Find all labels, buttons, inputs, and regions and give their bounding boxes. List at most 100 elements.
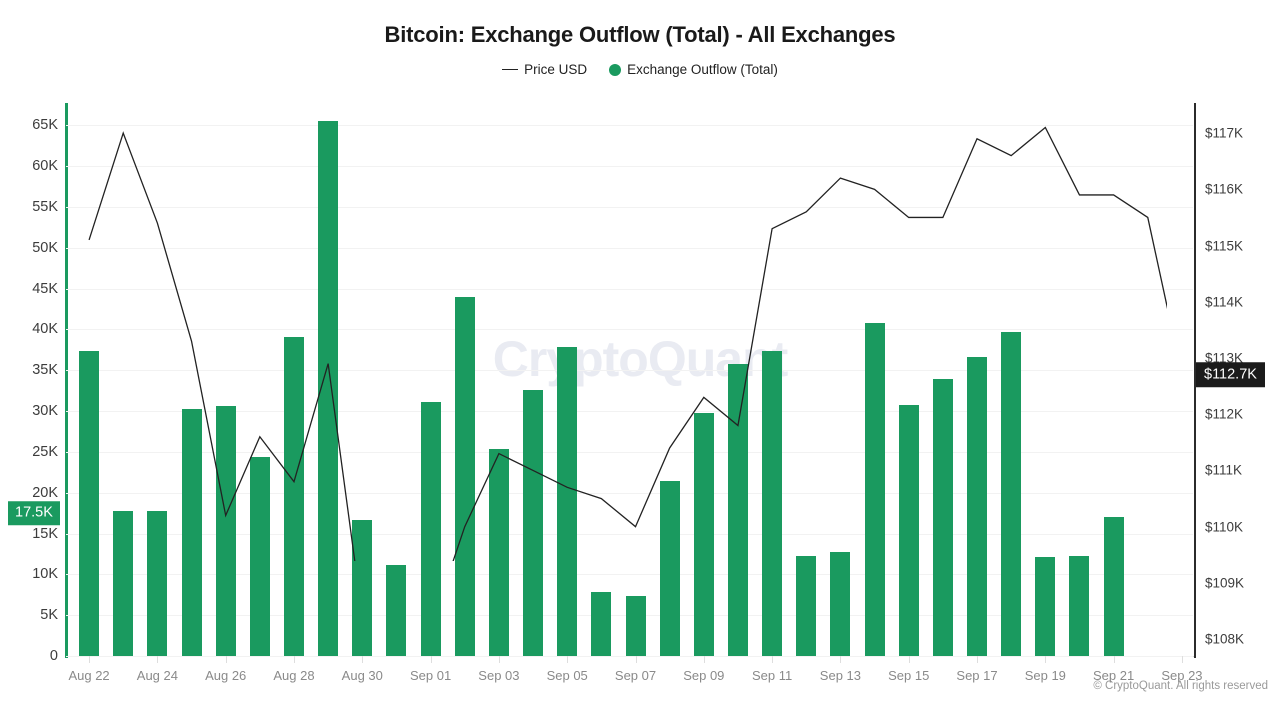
x-axis-tick-label: Sep 03 <box>478 668 520 683</box>
bar[interactable] <box>591 591 612 656</box>
bar[interactable] <box>898 405 919 656</box>
bar[interactable] <box>79 350 100 656</box>
left-axis-ticks: 0 5K 10K 15K 20K 25K 30K 35K 40K 45K 50K 55K 60K 65K <box>0 0 58 720</box>
x-axis-tick-mark <box>772 656 774 663</box>
x-axis-tick-label: Aug 28 <box>273 668 315 683</box>
right-axis-tick-label: $113K <box>1205 350 1244 366</box>
chart-legend: Price USD Exchange Outflow (Total) <box>0 62 1280 77</box>
x-axis-tick-mark <box>635 656 637 663</box>
bar[interactable] <box>830 551 851 656</box>
left-axis-tick-label: 35K <box>32 362 58 379</box>
page-title: Bitcoin: Exchange Outflow (Total) - All … <box>384 22 896 47</box>
bar[interactable] <box>181 409 202 656</box>
bar[interactable] <box>318 121 339 656</box>
left-axis-tick-label: 20K <box>32 484 58 501</box>
x-axis-tick-label: Aug 24 <box>136 668 178 683</box>
bar[interactable] <box>967 357 987 656</box>
right-axis-ticks: $108K $109K $110K $111K $112K $113K $114K $115K… <box>1205 0 1280 720</box>
legend-item-exchange-outflow: Exchange Outflow (Total) <box>609 62 778 77</box>
gridline <box>66 533 1193 535</box>
bar[interactable] <box>625 596 646 656</box>
left-axis-tick-label: 30K <box>32 403 58 420</box>
left-axis-tick-label: 5K <box>40 607 58 624</box>
x-axis-tick-mark <box>293 656 295 663</box>
left-axis-tick-label: 50K <box>32 239 58 256</box>
gridline <box>66 492 1193 494</box>
right-axis-tick-label: $110K <box>1205 519 1244 535</box>
gridline <box>66 247 1193 249</box>
x-axis-tick-label: Aug 26 <box>205 668 247 683</box>
x-axis-tick-label: Sep 01 <box>409 668 452 683</box>
x-axis-tick-label: Aug 30 <box>341 668 383 683</box>
right-axis-tick-label: $116K <box>1205 181 1244 197</box>
gridline <box>66 370 1193 372</box>
right-axis-tick-label: $112K <box>1205 406 1244 422</box>
bar[interactable] <box>762 350 783 656</box>
x-axis-tick-label: Aug 22 <box>68 668 110 683</box>
copyright-notice: © CryptoQuant. All rights reserved <box>1093 680 1268 692</box>
legend-item-price-usd: Price USD <box>502 62 587 77</box>
right-axis-tick-label: $117K <box>1205 125 1244 141</box>
x-axis-tick-mark <box>977 656 978 663</box>
x-axis-tick-label: Sep 13 <box>819 668 862 683</box>
x-axis-tick-mark <box>498 656 500 663</box>
bar[interactable] <box>659 481 680 656</box>
bar[interactable] <box>693 412 714 656</box>
x-axis-tick-label: Sep 05 <box>546 668 588 683</box>
gridline <box>66 574 1193 576</box>
bar[interactable] <box>488 448 509 656</box>
gridline <box>66 451 1193 453</box>
x-axis-tick-mark <box>362 656 364 663</box>
right-axis-tick-label: $108K <box>1205 631 1245 647</box>
left-axis-tick-label: 40K <box>32 321 58 338</box>
x-axis-tick-label: Sep 07 <box>614 668 657 683</box>
x-axis-tick-label: Sep 15 <box>888 668 930 683</box>
line-marker-icon <box>502 69 519 70</box>
left-axis-tick-label: 25K <box>32 443 58 460</box>
x-axis-tick-mark <box>1045 656 1047 663</box>
bar[interactable] <box>420 402 441 656</box>
bar[interactable] <box>1001 331 1022 656</box>
gridline <box>66 329 1193 331</box>
x-axis-tick-mark <box>908 656 910 663</box>
bar[interactable] <box>864 322 885 656</box>
left-axis-line <box>65 103 68 658</box>
bar[interactable] <box>727 363 748 656</box>
price-line-path <box>88 126 1167 561</box>
bar[interactable] <box>386 564 407 656</box>
price-line <box>88 126 1167 561</box>
bar[interactable] <box>1103 517 1124 656</box>
bar[interactable] <box>796 555 817 656</box>
gridline <box>66 207 1193 209</box>
bar[interactable] <box>147 510 168 656</box>
bar[interactable] <box>454 296 475 656</box>
x-axis-tick-mark <box>1181 656 1183 663</box>
bar[interactable] <box>352 520 373 656</box>
bar[interactable] <box>557 347 578 656</box>
bar[interactable] <box>523 389 544 656</box>
bar[interactable] <box>932 379 953 656</box>
right-axis-tick-label: $114K <box>1205 294 1244 310</box>
bar[interactable] <box>283 336 304 656</box>
bar[interactable] <box>249 456 270 656</box>
gridline <box>66 166 1193 168</box>
x-axis-tick-label: Sep 19 <box>1024 668 1066 683</box>
x-axis-tick-label: Sep 17 <box>956 668 998 683</box>
gridline <box>66 288 1193 290</box>
bar[interactable] <box>215 406 236 656</box>
x-axis-tick-label: Sep 11 <box>751 668 793 683</box>
bar[interactable] <box>1069 555 1090 656</box>
x-axis-tick-label: Sep 23 <box>1161 668 1203 683</box>
left-axis-tick-label: 60K <box>32 158 58 175</box>
gridline <box>66 125 1193 127</box>
x-axis-tick-mark <box>567 656 569 663</box>
x-axis-tick-label: Sep 09 <box>683 668 725 683</box>
left-axis-tick-label: 0 <box>49 648 58 664</box>
dot-marker-icon <box>609 63 622 76</box>
bar[interactable] <box>1035 557 1056 656</box>
legend-label-price-usd: Price USD <box>524 62 588 77</box>
bar[interactable] <box>113 510 134 656</box>
left-axis-highlight-badge: 17.5K <box>8 501 60 525</box>
x-axis-tick-mark <box>703 656 705 663</box>
